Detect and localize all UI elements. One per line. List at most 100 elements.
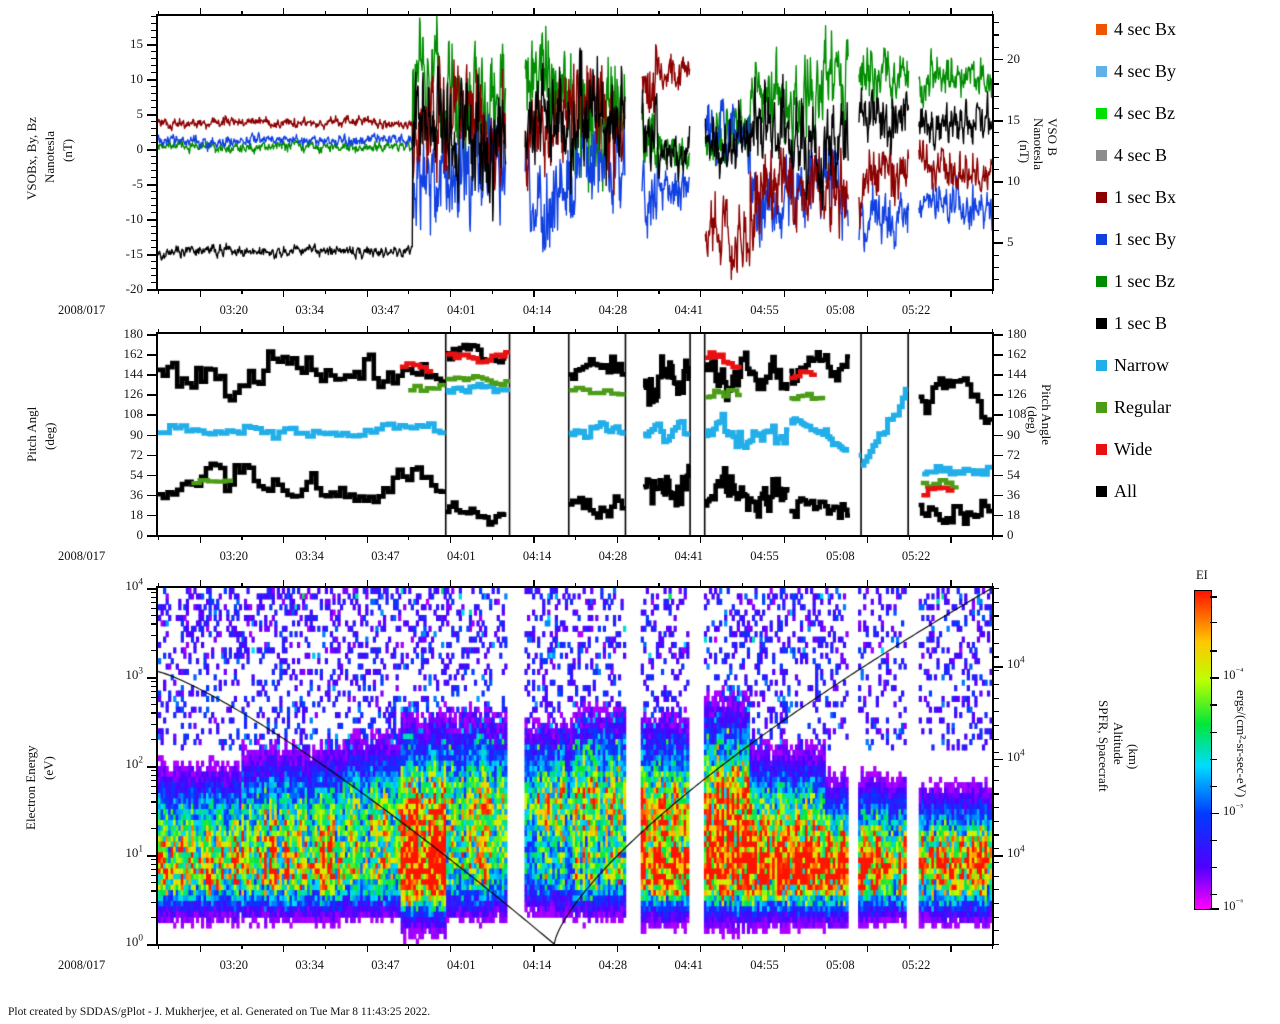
- legend-item[interactable]: 1 sec B: [1096, 302, 1276, 344]
- time-tick-label: 03:34: [295, 549, 324, 563]
- axis-tick: [616, 535, 618, 543]
- time-tick-label: 03:47: [371, 303, 400, 317]
- axis-tick: [241, 535, 243, 540]
- axis-tick: [994, 83, 999, 85]
- legend-label: 1 sec Bz: [1114, 271, 1175, 291]
- axis-tick: [241, 583, 243, 588]
- axis-tick: [992, 329, 994, 334]
- axis-tick: [151, 812, 156, 814]
- legend-item[interactable]: All: [1096, 470, 1276, 512]
- date-label: 2008/017: [58, 958, 106, 972]
- legend-item[interactable]: Wide: [1096, 428, 1276, 470]
- axis-tick: [908, 944, 910, 949]
- axis-tick: [994, 656, 999, 658]
- legend-item[interactable]: 4 sec Bx: [1096, 8, 1276, 50]
- axis-tick: [825, 583, 827, 588]
- axis-tick: [151, 828, 156, 830]
- axis-tick: [147, 514, 156, 517]
- colorbar-tick: [1210, 908, 1219, 910]
- axis-tick: [994, 535, 1003, 537]
- time-tick-label: 04:28: [598, 303, 628, 317]
- axis-tick: [147, 414, 156, 416]
- axis-tick: [366, 944, 368, 952]
- legend-label: Narrow: [1114, 355, 1169, 375]
- time-tick-label: 04:55: [750, 958, 779, 972]
- time-tick-label: 03:34: [295, 958, 324, 972]
- colorbar: [1194, 590, 1212, 910]
- axis-tick: [994, 738, 999, 740]
- axis-tick-label: 162: [1007, 346, 1027, 362]
- axis-tick-label: 10: [1007, 173, 1020, 189]
- axis-tick: [151, 170, 156, 172]
- axis-tick: [151, 592, 156, 594]
- axis-tick: [741, 583, 744, 588]
- legend-item[interactable]: 1 sec Bz: [1096, 260, 1276, 302]
- legend-swatch-icon: [1096, 359, 1107, 371]
- legend-item[interactable]: Regular: [1096, 386, 1276, 428]
- axis-tick: [151, 690, 156, 692]
- axis-tick: [994, 169, 999, 171]
- magnetic-field-plot-area: [158, 16, 992, 289]
- colorbar-minor-tick: [1210, 621, 1217, 624]
- axis-tick-label: 108: [123, 406, 144, 422]
- axis-tick: [151, 596, 156, 598]
- mag-left-axis-label-2: Nanotesla: [42, 131, 57, 183]
- axis-tick-label: 0: [136, 527, 144, 542]
- axis-tick: [151, 601, 156, 603]
- axis-tick: [825, 289, 827, 294]
- axis-tick: [147, 254, 156, 256]
- axis-tick: [994, 434, 1003, 437]
- axis-tick: [658, 329, 660, 334]
- axis-tick: [825, 329, 827, 334]
- axis-tick: [908, 289, 910, 294]
- axis-tick: [994, 848, 999, 850]
- axis-tick: [866, 535, 869, 543]
- axis-tick: [658, 289, 660, 294]
- axis-tick: [700, 580, 702, 588]
- axis-tick: [908, 11, 910, 16]
- axis-tick: [151, 723, 156, 725]
- legend: 4 sec Bx 4 sec By 4 sec Bz 4 sec B 1 sec…: [1096, 8, 1276, 512]
- axis-tick-label: 15: [130, 36, 143, 51]
- axis-tick: [151, 785, 156, 787]
- legend-item[interactable]: 4 sec Bz: [1096, 92, 1276, 134]
- axis-tick: [449, 535, 452, 543]
- axis-tick: [147, 374, 156, 376]
- axis-tick: [151, 240, 156, 242]
- legend-item[interactable]: 4 sec By: [1096, 50, 1276, 92]
- axis-tick: [994, 779, 999, 781]
- legend-item[interactable]: 4 sec B: [1096, 134, 1276, 176]
- axis-tick: [151, 142, 156, 144]
- axis-tick: [147, 394, 156, 396]
- axis-tick: [994, 394, 1003, 396]
- axis-tick: [241, 289, 243, 294]
- axis-tick: [151, 100, 156, 102]
- axis-tick: [533, 535, 535, 543]
- legend-item[interactable]: 1 sec By: [1096, 218, 1276, 260]
- axis-tick: [151, 261, 156, 263]
- time-tick-label: 05:22: [901, 958, 931, 972]
- axis-tick: [151, 135, 156, 137]
- axis-tick: [950, 535, 952, 543]
- colorbar-minor-tick: [1210, 650, 1217, 652]
- axis-tick-label: 102: [125, 755, 143, 771]
- time-tick-label: 04:41: [674, 958, 703, 972]
- axis-tick: [994, 374, 1003, 376]
- axis-tick: [151, 801, 156, 803]
- mag-right-axis-label-1: VSO B: [1045, 118, 1060, 156]
- legend-item[interactable]: 1 sec Bx: [1096, 176, 1276, 218]
- axis-tick: [700, 326, 702, 334]
- legend-item[interactable]: Narrow: [1096, 344, 1276, 386]
- legend-label: All: [1114, 481, 1138, 501]
- axis-tick: [366, 326, 368, 334]
- mag-left-axis-label-3: (nT): [60, 138, 75, 162]
- axis-tick: [283, 535, 285, 543]
- axis-tick: [741, 944, 744, 949]
- time-tick-label: 04:41: [674, 549, 703, 563]
- axis-tick-label: 144: [123, 366, 144, 382]
- axis-tick-label: 90: [1007, 426, 1020, 442]
- axis-tick: [151, 779, 156, 781]
- axis-tick: [491, 289, 493, 294]
- axis-tick: [199, 289, 201, 297]
